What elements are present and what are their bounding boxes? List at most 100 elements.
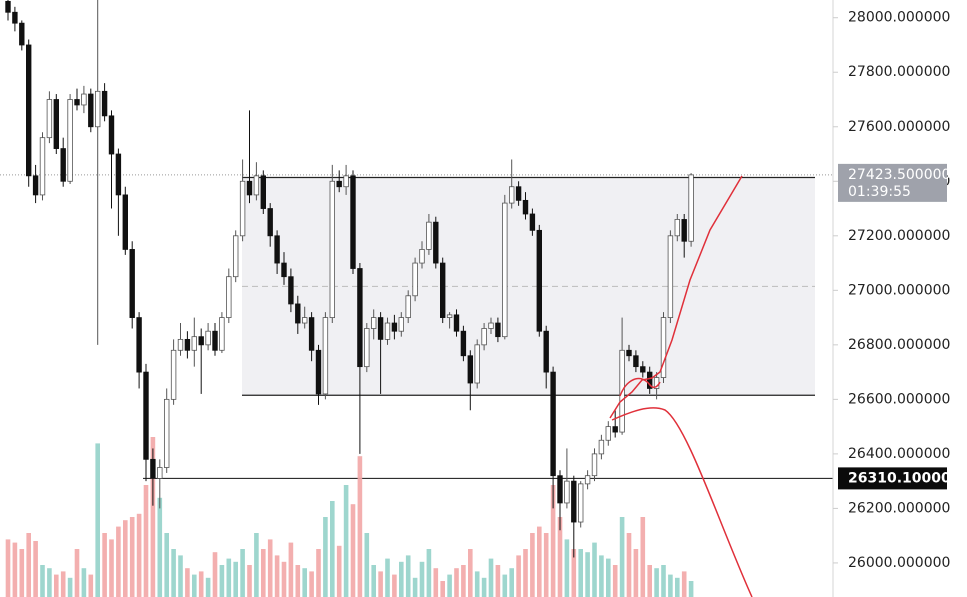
candle-body: [350, 175, 356, 269]
candle-body: [239, 180, 246, 237]
volume-bar: [447, 574, 452, 597]
volume-bar: [5, 539, 11, 597]
volume-bar: [488, 558, 494, 597]
candle-body: [370, 317, 377, 329]
volume-bar: [419, 561, 425, 597]
volume-bar: [350, 504, 356, 597]
volume-bar: [129, 517, 135, 597]
volume-bar: [626, 533, 632, 597]
candle-body: [467, 355, 473, 384]
candle-body: [640, 366, 646, 373]
candle-body: [32, 175, 39, 196]
candle-body: [177, 338, 184, 351]
volume-layer: [5, 437, 694, 597]
candle-body: [578, 483, 584, 523]
candle-body: [212, 330, 218, 351]
candle-body: [46, 99, 53, 139]
volume-bar: [12, 542, 18, 597]
volume-bar: [405, 555, 411, 597]
candle-body: [129, 249, 135, 318]
candle-body: [419, 249, 425, 264]
candle-body: [5, 0, 11, 13]
candle-body: [219, 317, 225, 351]
candle-body: [170, 349, 177, 400]
volume-bar: [198, 571, 204, 597]
volume-bar: [19, 549, 25, 597]
volume-bar: [592, 542, 597, 597]
candle-body: [660, 317, 667, 378]
volume-bar: [426, 549, 432, 597]
volume-bar: [323, 517, 328, 597]
y-tick-label: 26400.000000: [848, 446, 950, 462]
volume-bar: [136, 513, 142, 597]
candle-body: [522, 199, 529, 215]
candle-body: [184, 338, 191, 351]
candle-body: [571, 480, 577, 523]
y-tick-label: 27200.000000: [848, 228, 950, 244]
candle-body: [488, 322, 494, 329]
candle-body: [543, 330, 549, 373]
candle-body: [88, 93, 94, 128]
candle-body: [446, 314, 453, 318]
volume-bar: [109, 539, 114, 597]
volume-bar: [412, 577, 418, 597]
candle-body: [502, 202, 508, 338]
volume-bar: [385, 558, 390, 597]
candle-body: [364, 328, 370, 368]
candle-body: [398, 317, 404, 332]
volume-bar: [378, 571, 383, 597]
volume-bar: [267, 539, 273, 597]
volume-bar: [474, 571, 480, 597]
volume-bar: [54, 574, 59, 597]
volume-bar: [26, 533, 31, 597]
candle-body: [253, 175, 260, 196]
candle-body: [12, 11, 18, 24]
y-tick-label: 26600.000000: [848, 391, 950, 407]
candle-body: [674, 219, 680, 237]
candle-body: [288, 276, 294, 305]
candle-body: [136, 317, 142, 373]
candle-body: [481, 328, 487, 346]
volume-bar: [654, 568, 659, 597]
volume-bar: [157, 497, 163, 597]
candle-body: [122, 194, 128, 250]
candle-body: [626, 349, 632, 357]
volume-bar: [185, 568, 190, 597]
volume-bar: [537, 526, 542, 597]
candle-body: [433, 221, 439, 264]
candle-body: [157, 467, 163, 479]
volume-bar: [95, 443, 100, 597]
volume-bar: [599, 555, 604, 597]
candle-body: [598, 439, 605, 455]
volume-bar: [557, 517, 563, 597]
volume-bar: [40, 565, 45, 597]
candle-body: [95, 90, 101, 128]
candle-body: [557, 475, 563, 504]
volume-bar: [688, 581, 694, 597]
candle-body: [647, 371, 653, 389]
candle-body: [584, 475, 591, 485]
candle-body: [564, 480, 570, 504]
last-price-tag: [838, 163, 947, 202]
candle-body: [453, 314, 460, 332]
candle-body: [343, 175, 349, 188]
volume-bar: [543, 533, 549, 597]
volume-bar: [495, 565, 501, 597]
volume-bar: [461, 565, 466, 597]
candle-body: [336, 180, 342, 188]
candle-body: [232, 235, 239, 278]
candle-body: [426, 221, 432, 250]
y-tick-label: 26000.000000: [848, 555, 950, 571]
decline-curve: [611, 407, 753, 597]
candle-body: [246, 180, 253, 196]
y-tick-label: 27800.000000: [848, 64, 950, 80]
candle-body: [474, 344, 480, 384]
volume-bar: [330, 501, 335, 597]
volume-bar: [302, 568, 307, 597]
y-tick-label: 28000.000000: [848, 10, 950, 26]
y-tick-label: 26200.000000: [848, 500, 950, 516]
y-tick-label: 26800.000000: [848, 337, 950, 353]
candle-body: [405, 295, 411, 318]
